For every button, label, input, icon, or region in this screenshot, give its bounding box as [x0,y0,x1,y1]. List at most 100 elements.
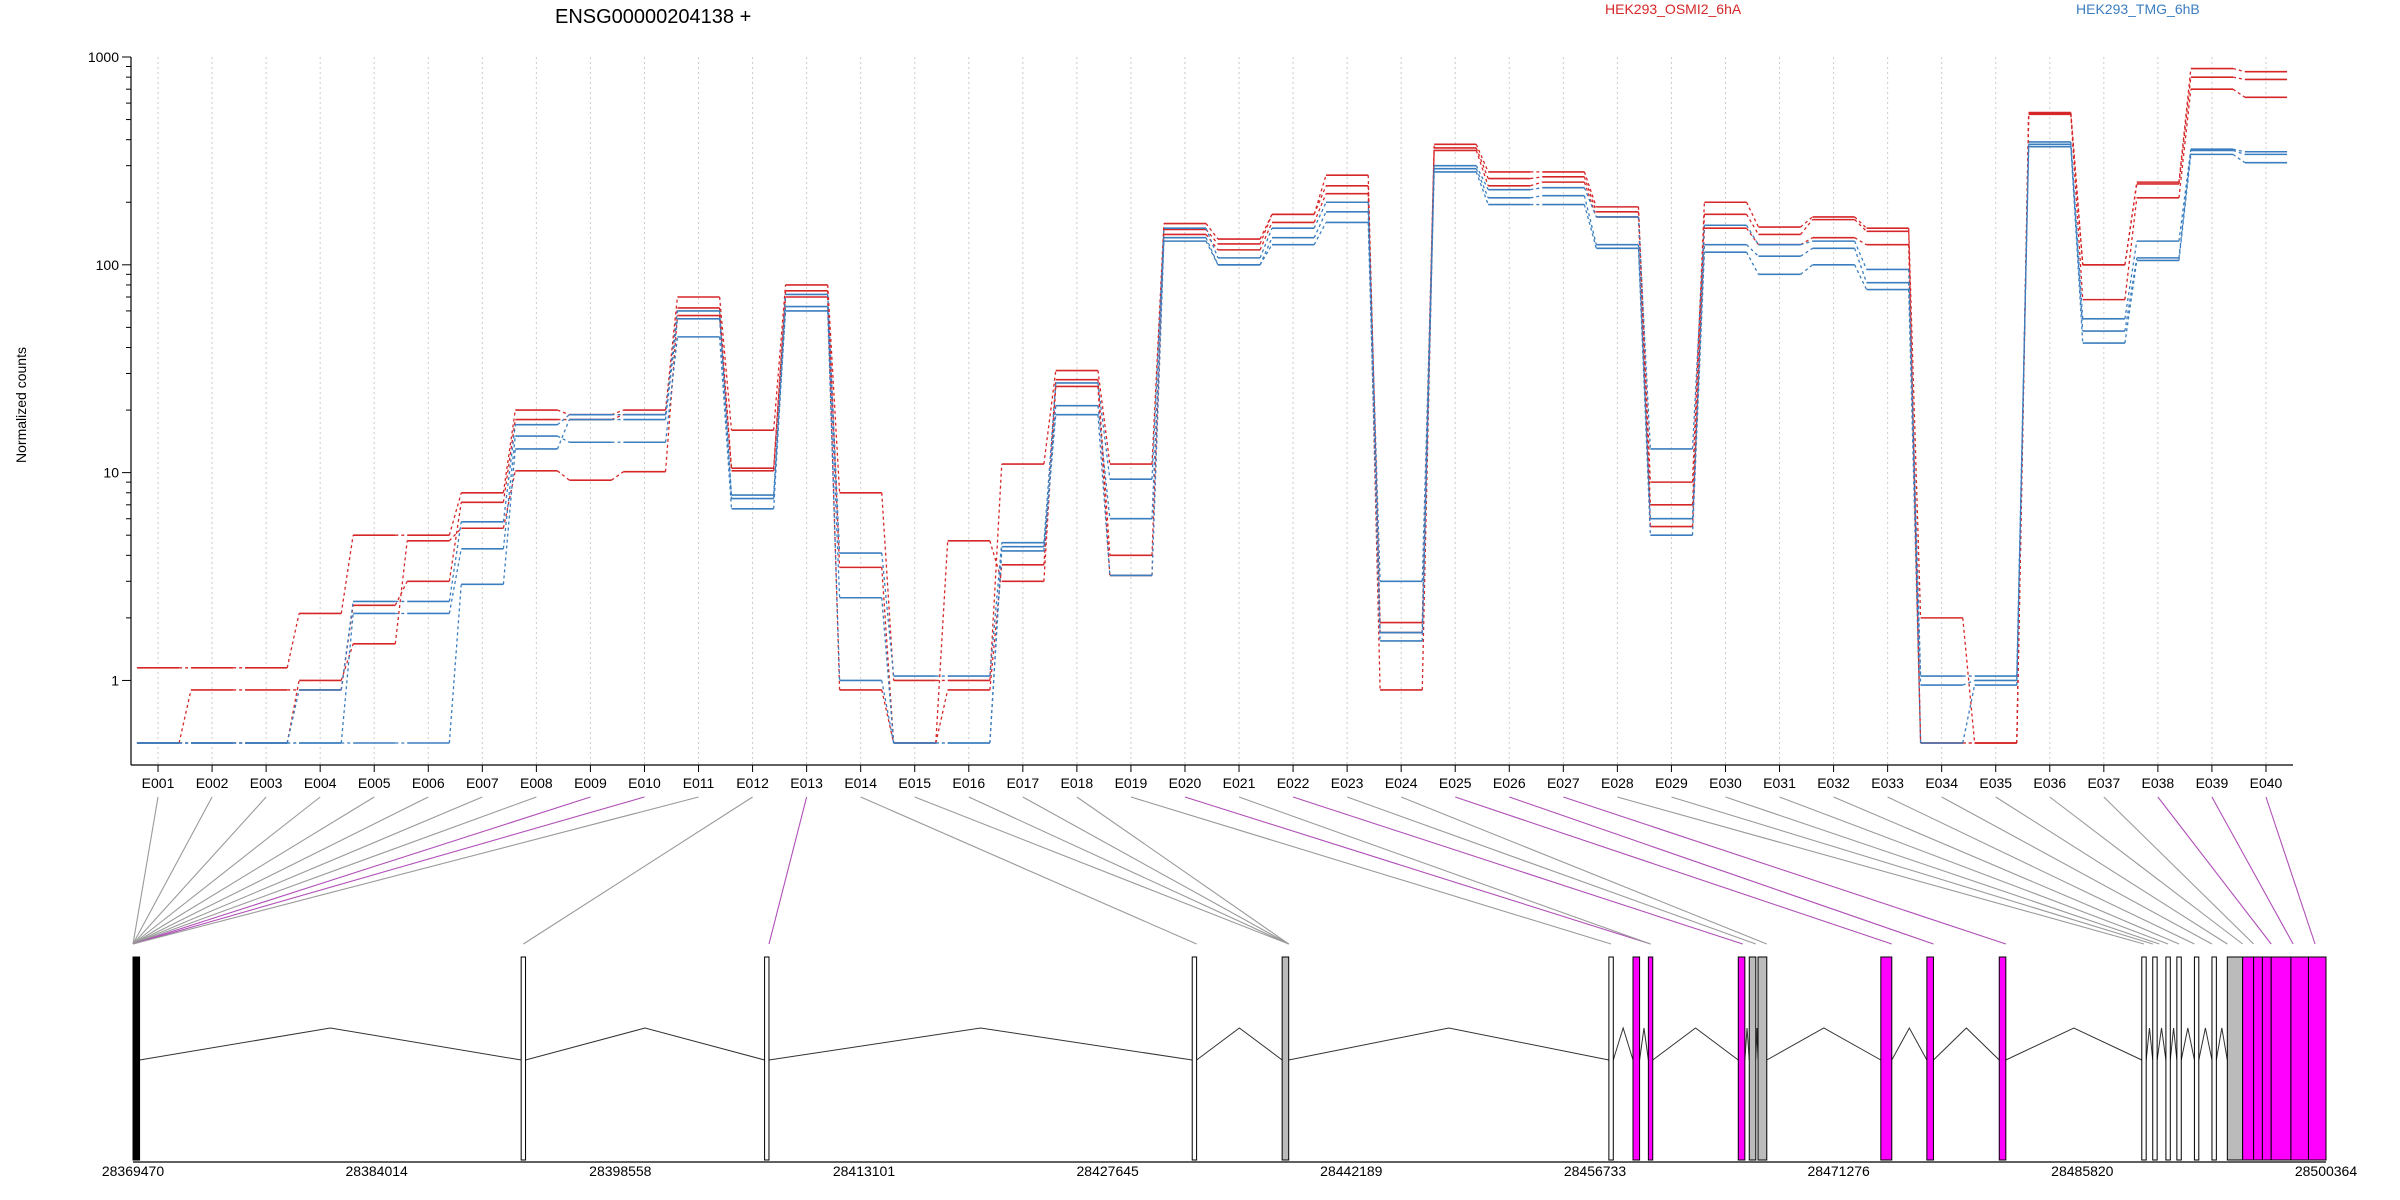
series-connector [1097,405,1111,519]
exon-connector [132,796,483,945]
intron-line [139,1027,522,1061]
series-connector [2070,144,2084,332]
exon-connector [2211,796,2294,945]
series-connector [1854,240,1868,270]
exon-block [1998,956,2007,1161]
intron-line [1639,1027,1649,1061]
series-connector [1043,414,1057,551]
series [136,145,2288,744]
exon-connector [860,796,1197,945]
vertical-grid [157,57,2267,765]
exon-connector [1022,796,1289,945]
series-connector [2124,197,2138,300]
series-connector [773,284,787,431]
series [136,141,2288,744]
series-connector [881,553,895,677]
series-connector [1205,234,1219,251]
genomic-tick-label: 28442189 [1320,1163,1383,1179]
series-connector [2178,89,2192,198]
series-connector [502,435,516,549]
series-connector [1097,386,1111,576]
series-connector [664,318,679,420]
series-connector [1800,264,1813,275]
x-tick-label: E013 [790,775,823,791]
series-connector [1097,382,1111,480]
exon-block [1191,956,1198,1161]
genomic-tick-label: 28456733 [1564,1163,1627,1179]
series-connector [773,296,787,471]
x-tick-label: E031 [1763,775,1796,791]
series-connector [1800,240,1813,246]
series-connector [1530,195,1543,199]
series-connector [1151,223,1165,465]
series-connector [718,310,733,499]
series-connector [1475,150,1489,187]
exon-block [2242,956,2255,1161]
series-connector [611,471,624,481]
exon-block [2176,956,2182,1161]
exon-block [2307,956,2327,1161]
series-connector [773,310,787,496]
series-connector [1097,379,1111,556]
series-connector [286,613,300,668]
series-connector [340,613,354,744]
series [136,88,2288,744]
series-connector [1583,176,1597,212]
series-connector [1259,227,1273,259]
series-connector [1259,214,1273,240]
series-connector [1583,204,1597,249]
y-axis: 1 10 100 1000 [88,49,132,765]
series-connector [1745,201,1760,228]
x-tick-label: E019 [1115,775,1148,791]
series-connector [2232,149,2246,155]
x-tick-label: E038 [2142,775,2175,791]
exon-connector [1130,796,1612,945]
series-connector [1530,181,1543,187]
series-connector [1746,224,1759,246]
series-connector [1259,237,1273,266]
series-connector [1962,679,1975,686]
exon-connector [1617,796,2145,945]
x-tick-label: E003 [250,775,283,791]
series-connector [881,597,895,744]
series-connector [2232,67,2246,73]
exon-block [1757,956,1768,1161]
series-connector [340,535,354,614]
series-connector [1313,222,1327,245]
legend-label-osmi2: HEK293_OSMI2_6hA [1605,1,1742,17]
series-connector [827,310,841,681]
exon-connector [1346,796,1757,945]
series-connector [448,527,462,542]
series-connector [827,294,841,554]
x-tick-label: E001 [142,775,175,791]
exon-connector [768,796,808,945]
series-connector [1691,202,1706,483]
exon-connector [1184,796,1651,945]
genomic-tick-label: 28485820 [2051,1163,2114,1179]
series-connector [1691,244,1706,519]
exon-connector [1455,796,1892,945]
exon-connector [132,796,429,945]
series-connector [1908,244,1922,744]
genomic-tick-label: 28413101 [833,1163,896,1179]
series-connector [1691,252,1706,536]
series-connector [989,542,1003,677]
x-tick-label: E036 [2033,775,2066,791]
exon-connector [914,796,1289,945]
series-connector [1583,187,1597,218]
x-tick-label: E028 [1601,775,1634,791]
series-connector [664,296,679,411]
exon-block [2261,956,2272,1161]
series-connector [1637,206,1651,483]
exon-connector [1995,796,2228,945]
series-connector [989,540,1003,582]
series-connector [2124,241,2138,319]
exon-connector [1887,796,2195,945]
series-connector [1097,414,1111,576]
series-connector [557,470,570,481]
genomic-tick-label: 28427645 [1077,1163,1140,1179]
x-tick-label: E030 [1709,775,1742,791]
series-connector [2070,146,2084,344]
series-connector [2232,88,2246,98]
series-connector [1854,248,1868,283]
